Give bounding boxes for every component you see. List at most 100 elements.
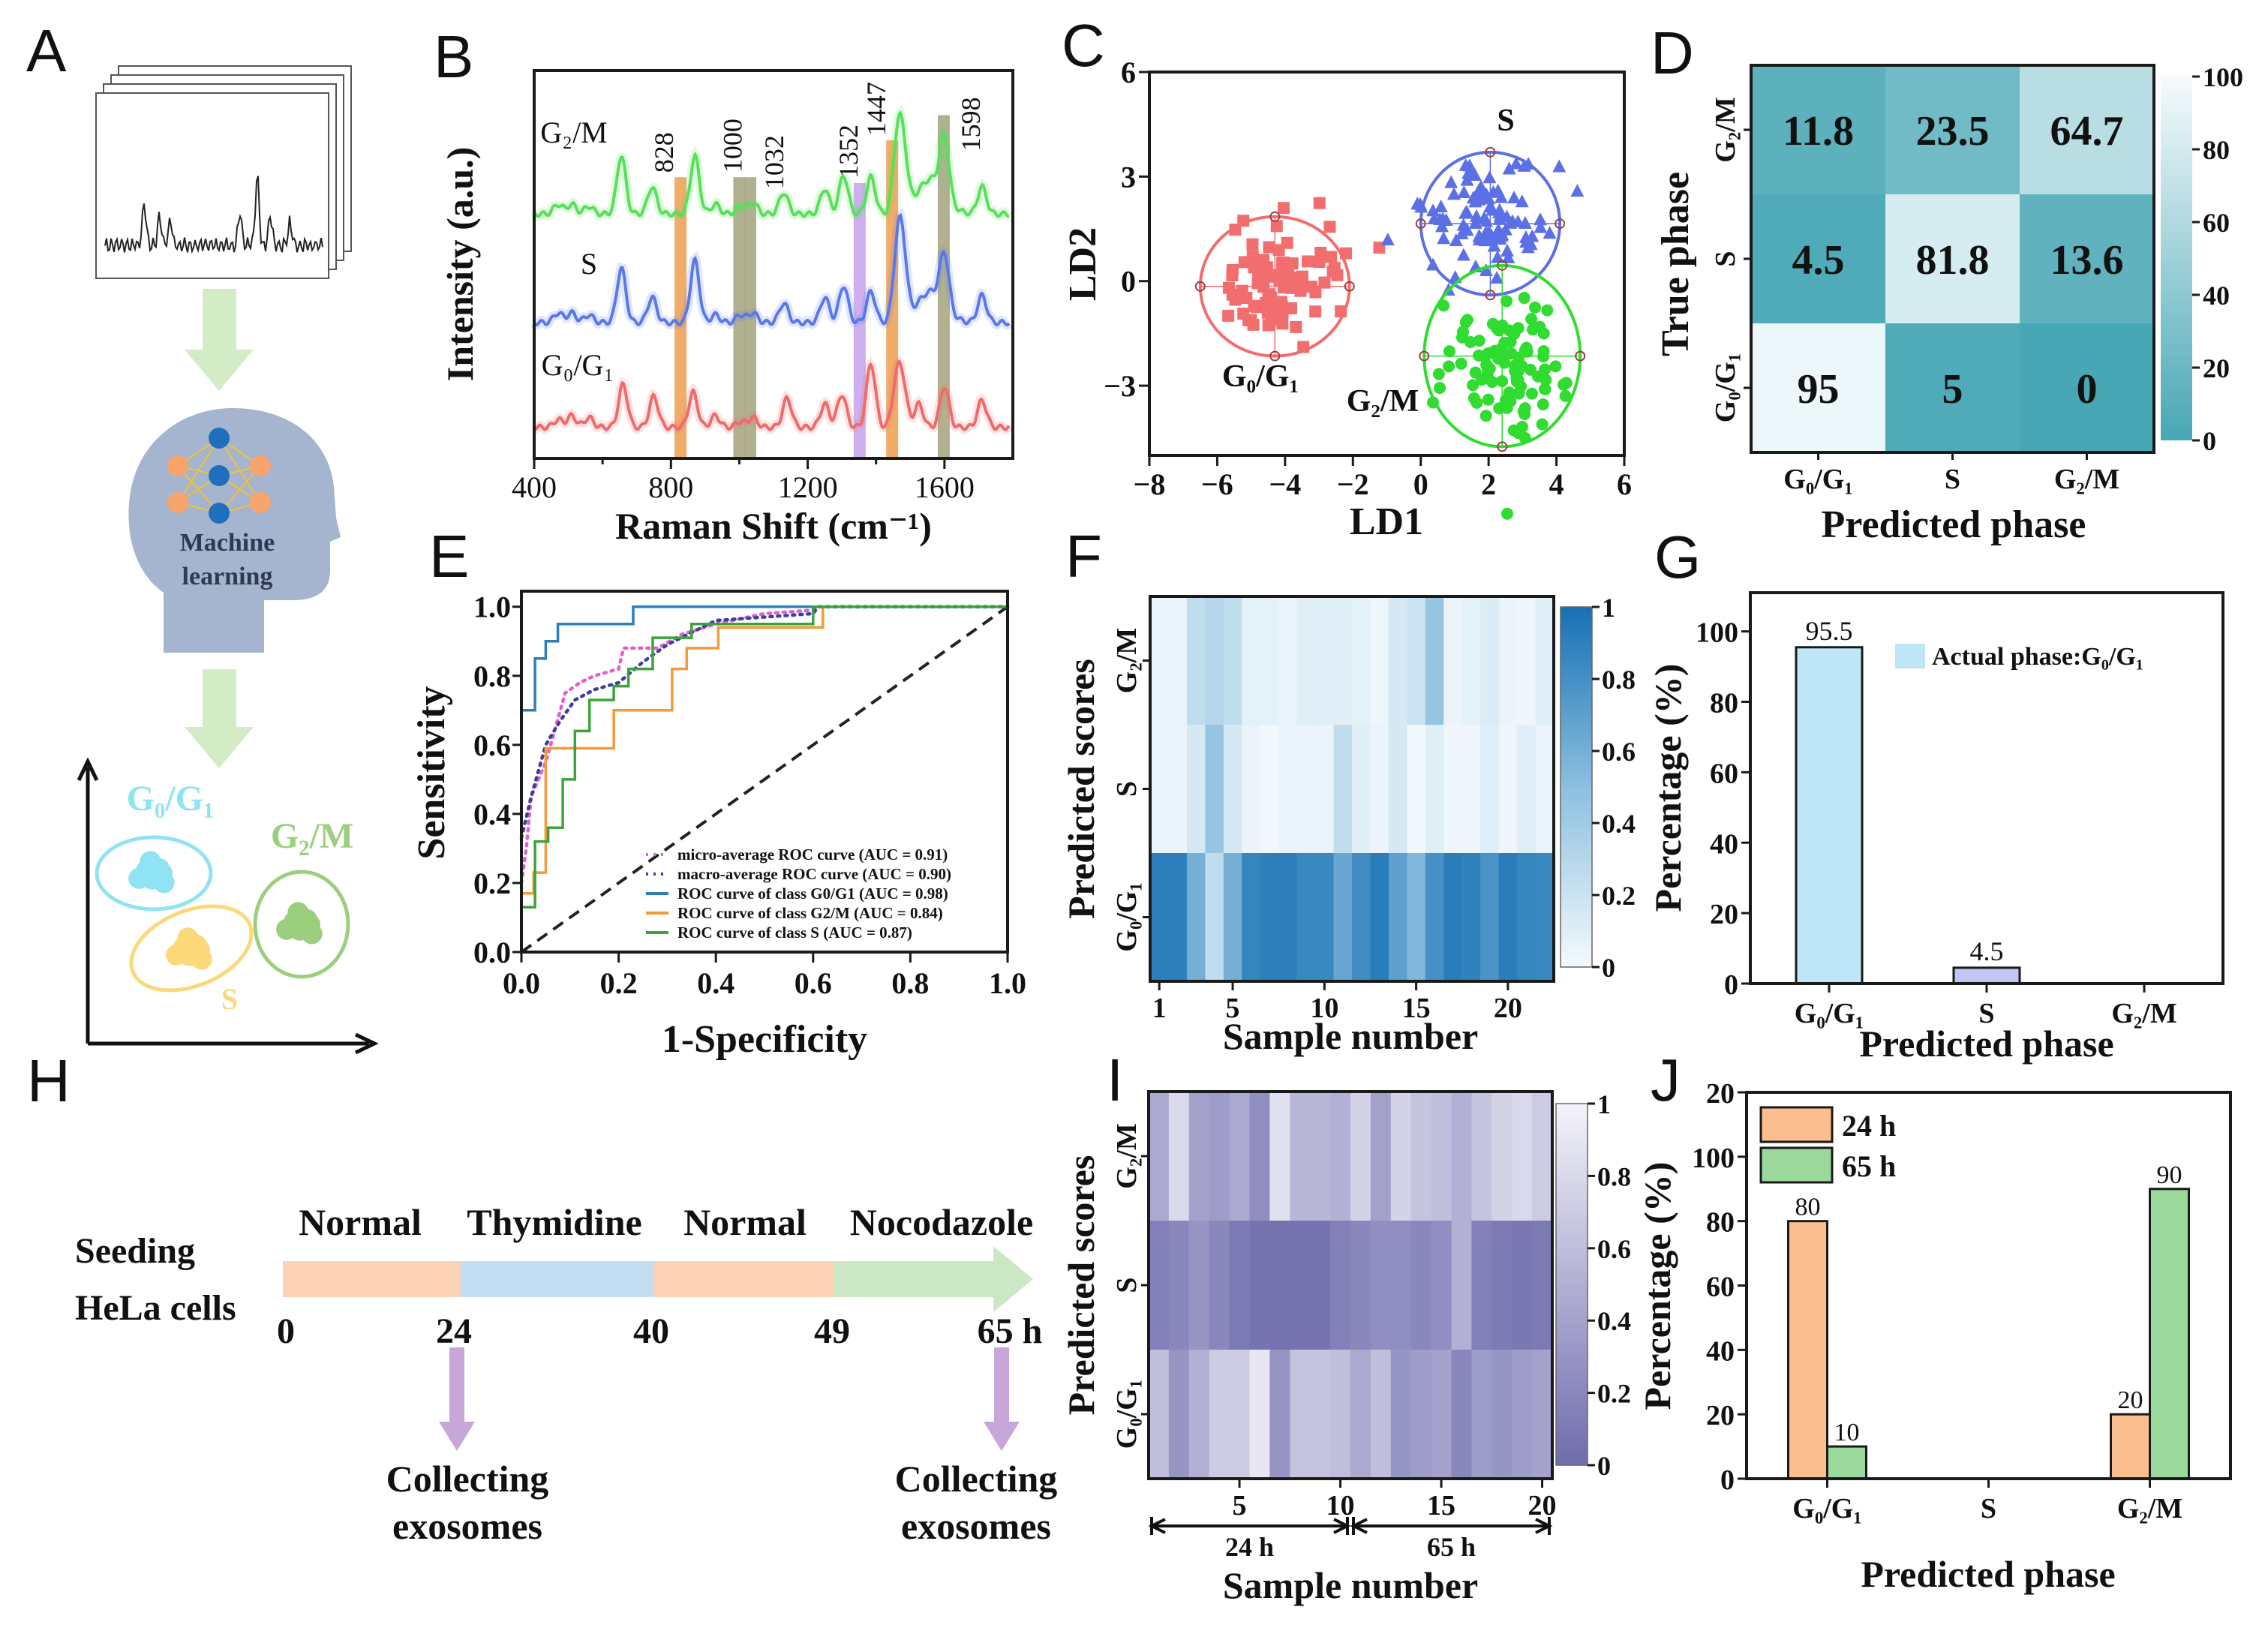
timeline-segment (283, 1261, 461, 1297)
colorbar-tick-label: 0.8 (1597, 1161, 1631, 1191)
cell-dot (148, 858, 170, 879)
point-triangle (1492, 203, 1506, 216)
heat-cell (1296, 596, 1316, 725)
col-label: G₂/M (2054, 464, 2119, 495)
x-tick-label: G₀/G₁ (1792, 1493, 1861, 1524)
matrix-cell (1751, 323, 1886, 453)
point-triangle (1507, 191, 1522, 204)
point-circle (1469, 366, 1482, 379)
heat-cell (1186, 725, 1206, 854)
point-square (1325, 251, 1338, 263)
x-tick-label: 2 (1481, 467, 1496, 501)
point-triangle (1460, 223, 1474, 236)
peak-label-1000: 1000 (717, 119, 747, 173)
y-tick-label: 100 (1692, 1143, 1735, 1174)
point-triangle (1534, 220, 1548, 233)
point-circle (1529, 301, 1542, 314)
bar (1795, 646, 1864, 985)
heat-cell (1150, 725, 1170, 854)
row-label: G₀/G₁ (1111, 882, 1143, 951)
point-triangle (1414, 200, 1428, 213)
heat-cell (1168, 596, 1188, 725)
x-tick-label: 1200 (778, 470, 838, 504)
heat-cell (1370, 1092, 1392, 1221)
peak-label-1447: 1447 (861, 82, 891, 136)
point-circle (1482, 393, 1494, 406)
plot-frame (520, 590, 1009, 954)
heat-cell (1491, 1350, 1513, 1479)
panel-label-d: D (1651, 20, 1694, 86)
point-circle (1519, 408, 1531, 421)
panel-label-i: I (1107, 1047, 1123, 1113)
y-axis-title: Predicted scores (1060, 659, 1102, 919)
colorbar-tick-label: 1 (1602, 593, 1615, 623)
heat-cell (1333, 596, 1353, 725)
heat-cell (1296, 853, 1316, 982)
y-tick-label: 80 (1706, 1207, 1735, 1239)
point-square (1323, 221, 1336, 233)
y-tick-label: 0.4 (473, 797, 511, 831)
point-triangle (1460, 173, 1474, 186)
x-tick-label: 4 (1549, 467, 1564, 501)
heat-cell (1471, 1350, 1492, 1479)
cluster-ellipse (129, 904, 254, 993)
x-tick-label: S (1978, 998, 1994, 1029)
heat-cell (1532, 1350, 1553, 1479)
heat-cell (1330, 1221, 1351, 1350)
point-square (1262, 319, 1275, 332)
point-circle (1524, 363, 1537, 376)
network-edge (218, 437, 261, 503)
point-triangle (1461, 166, 1476, 179)
y-tick-label: 0.2 (473, 867, 511, 900)
x-tick-label: 5 (1226, 993, 1240, 1024)
heat-cell (1242, 596, 1261, 725)
matrix-cell (1751, 65, 1886, 195)
bar-65h (2149, 1188, 2190, 1480)
heat-cell (1186, 853, 1206, 982)
panel-label-a: A (26, 17, 67, 84)
point-square (1260, 269, 1273, 281)
matrix-cell (2020, 194, 2155, 324)
y-axis-title: LD2 (1062, 227, 1104, 301)
point-triangle (1455, 227, 1469, 240)
heat-cell (1535, 725, 1555, 854)
heat-cell (1223, 853, 1242, 982)
point-square (1246, 238, 1259, 251)
ellipse-handle (1555, 218, 1566, 230)
point-triangle (1481, 225, 1495, 239)
bar-value-label: 95.5 (1806, 616, 1853, 646)
x-axis-title: Predicted phase (1859, 1023, 2113, 1065)
point-circle (1559, 389, 1572, 402)
heat-cell (1205, 853, 1224, 982)
colorbar-tick-label: 0.6 (1597, 1234, 1631, 1264)
heat-cell (1229, 1092, 1251, 1221)
sample-range-arrow (1148, 1517, 1351, 1535)
row-label: G₂/M (1111, 628, 1143, 693)
x-tick-label: 0.6 (795, 966, 832, 1000)
y-tick-label: 40 (1710, 828, 1738, 860)
panel-c-lda-scatter: G₀/G₁ G₂/M S −8 −6 −4 −2 0 2 4 6 −3 0 3 6 LD1 LD2 (1062, 56, 1632, 543)
row-label: S (1710, 251, 1741, 266)
heat-cell (1512, 1092, 1533, 1221)
col-label: S (1945, 464, 1960, 495)
colorbar-tick-label: 0.8 (1602, 665, 1636, 695)
bar-value-label: 90 (2157, 1161, 2182, 1189)
point-circle (1560, 377, 1573, 389)
stage-label: Thymidine (467, 1201, 641, 1243)
cell-value: 4.5 (1792, 237, 1845, 284)
row-label: G₂/M (1710, 97, 1741, 162)
point-triangle (1490, 271, 1504, 284)
bar-24h (2110, 1413, 2151, 1480)
spectrum-line-0 (533, 110, 1010, 218)
row-label: S (1111, 781, 1143, 797)
ellipse-handle (1497, 260, 1508, 271)
heat-cell (1407, 596, 1426, 725)
spectrum-line-2 (533, 359, 1011, 431)
bar-value-label: 20 (2118, 1386, 2143, 1414)
point-square (1302, 255, 1314, 268)
row-label: G₀/G₁ (1710, 353, 1741, 422)
y-tick-label: 0.8 (473, 659, 511, 693)
time-label: 40 (633, 1311, 669, 1351)
x-tick-label: 0.0 (503, 966, 540, 1000)
point-circle (1481, 368, 1494, 381)
